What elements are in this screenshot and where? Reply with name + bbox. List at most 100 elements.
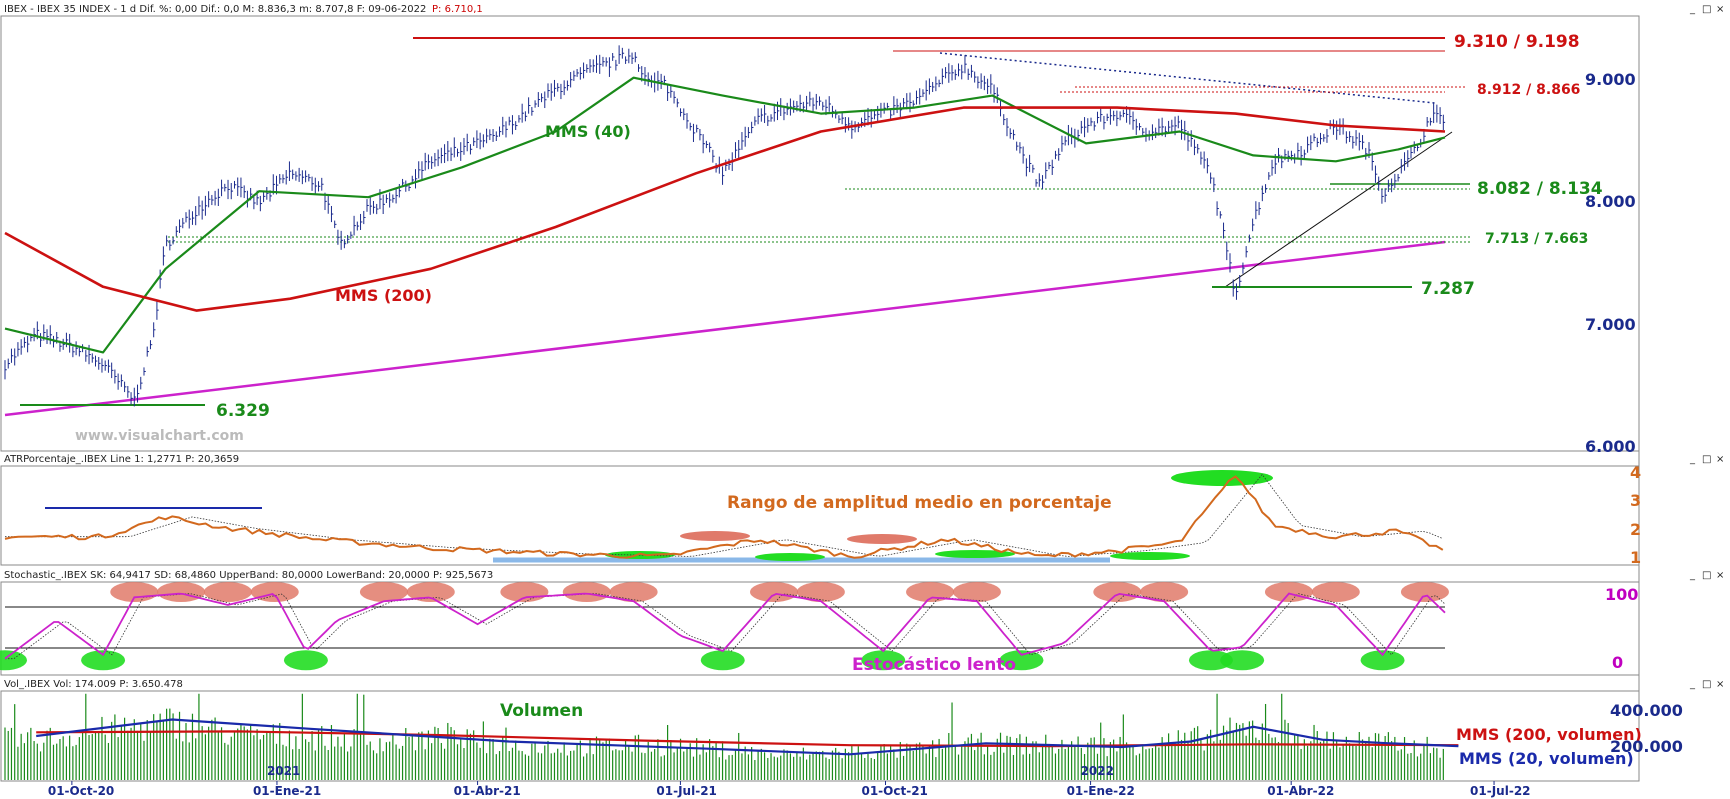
vol-ma20-label: MMS (20, volumen) (1459, 749, 1634, 768)
stoch-label: Estocástico lento (852, 655, 1016, 675)
close-icon[interactable]: × (1716, 679, 1724, 690)
window-controls-vol[interactable]: _ □ × (1689, 679, 1724, 690)
mms40-label: MMS (40) (545, 122, 631, 141)
stoch-overbought-mark (157, 581, 206, 602)
level-min-label: 7.287 (1421, 279, 1475, 299)
mms200-line (4, 106, 1446, 312)
year-label: 2021 (267, 764, 300, 778)
mms200-label: MMS (200) (335, 286, 432, 305)
stoch-panel: Estocástico lento (0, 581, 1449, 675)
stoch-panel-header: Stochastic_.IBEX SK: 64,9417 SD: 68,4860… (4, 570, 493, 581)
price-tick: 6.000 (1585, 437, 1636, 456)
atr-lines (4, 473, 1444, 559)
stoch-oversold-mark (700, 650, 745, 671)
stoch-overbought-mark (406, 581, 455, 602)
x-tick-label: 01-Ene-22 (1067, 784, 1135, 798)
stoch-oversold-mark (999, 650, 1044, 671)
window-controls-stoch[interactable]: _ □ × (1689, 570, 1724, 581)
close-icon[interactable]: × (1716, 4, 1724, 15)
stoch-overbought-mark (750, 581, 799, 602)
window-controls-price[interactable]: _ □ × (1689, 4, 1724, 15)
atr-tick: 4 (1630, 463, 1641, 482)
atr-highlight (935, 550, 1015, 558)
stoch-tick: 100 (1605, 585, 1638, 604)
maximize-icon[interactable]: □ (1702, 454, 1711, 465)
close-icon[interactable]: × (1716, 454, 1724, 465)
minimize-icon[interactable]: _ (1689, 570, 1696, 581)
atr-tick: 2 (1630, 520, 1641, 539)
minimize-icon[interactable]: _ (1689, 454, 1696, 465)
year-label: 2022 (1081, 764, 1114, 778)
vol-panel: Volumen MMS (200, volumen) MMS (20, volu… (4, 693, 1642, 780)
atr-highlight-peak (1171, 470, 1273, 486)
window-controls-atr[interactable]: _ □ × (1689, 454, 1724, 465)
x-tick-label: 01-Jul-22 (1470, 784, 1530, 798)
stoch-highlights (0, 581, 1449, 671)
stoch-overbought-mark (250, 581, 299, 602)
close-icon[interactable]: × (1716, 570, 1724, 581)
vol-bars (4, 693, 1444, 780)
minimize-icon[interactable]: _ (1689, 4, 1696, 15)
price-panel: 9.310 / 9.198 8.912 / 8.866 8.082 / 8.13… (4, 32, 1603, 444)
level-top-label: 9.310 / 9.198 (1454, 32, 1580, 52)
maximize-icon[interactable]: □ (1702, 679, 1711, 690)
x-tick-label: 01-Abr-21 (454, 784, 521, 798)
support-trendline (4, 240, 1446, 417)
maximize-icon[interactable]: □ (1702, 570, 1711, 581)
stoch-tick: 0 (1612, 653, 1623, 672)
stoch-overbought-mark (500, 581, 549, 602)
atr-signal-line (5, 473, 1443, 557)
x-tick-label: 01-Oct-20 (48, 784, 114, 798)
vol-tick: 200.000 (1610, 737, 1683, 756)
x-tick-label: 01-Ene-21 (253, 784, 321, 798)
stoch-y-axis: 100 0 (1605, 585, 1638, 672)
vol-y-axis: 400.000 200.000 (1610, 701, 1683, 756)
stoch-oversold-mark (0, 650, 27, 671)
stoch-overbought-mark (609, 581, 658, 602)
stoch-overbought-mark (1093, 581, 1142, 602)
watermark: www.visualchart.com (75, 428, 244, 444)
vol-tick: 400.000 (1610, 701, 1683, 720)
atr-highlight (755, 553, 825, 561)
stoch-overbought-mark (1140, 581, 1189, 602)
stoch-overbought-mark (1264, 581, 1313, 602)
panel-frames (0, 15, 1640, 782)
price-lines (4, 76, 1446, 354)
x-tick-label: 01-Jul-21 (656, 784, 716, 798)
x-tick-label: 01-Abr-22 (1267, 784, 1334, 798)
stoch-overbought-mark (906, 581, 955, 602)
stoch-overbought-mark (1400, 581, 1449, 602)
volume-label: Volumen (500, 701, 583, 721)
stoch-oversold-mark (81, 650, 126, 671)
stoch-overbought-mark (203, 581, 252, 602)
stoch-oversold-mark (1360, 650, 1405, 671)
atr-label: Rango de amplitud medio en porcentaje (727, 493, 1112, 513)
price-panel-header-p: P: 6.710,1 (432, 4, 483, 15)
vol-panel-header: Vol_.IBEX Vol: 174.009 P: 3.650.478 (4, 679, 183, 690)
stoch-lines (4, 592, 1446, 660)
mms40-line (4, 76, 1446, 354)
stoch-overbought-mark (1311, 581, 1360, 602)
atr-y-axis: 4 3 2 1 (1630, 463, 1641, 567)
vol-ma200-line (36, 730, 1459, 748)
level-start-label: 6.329 (216, 401, 270, 421)
stoch-line (4, 592, 1446, 660)
stoch-overbought-mark (796, 581, 845, 602)
price-tick: 8.000 (1585, 192, 1636, 211)
maximize-icon[interactable]: □ (1702, 4, 1711, 15)
atr-highlight (1110, 552, 1190, 560)
atr-panel-header: ATRPorcentaje_.IBEX Line 1: 1,2771 P: 20… (4, 454, 239, 465)
x-axis: 01-Oct-20 01-Ene-21 01-Abr-21 01-Jul-21 01-O… (48, 764, 1531, 798)
x-tick-label: 01-Oct-21 (861, 784, 927, 798)
minimize-icon[interactable]: _ (1689, 679, 1696, 690)
atr-highlight (680, 531, 750, 541)
level-mid-label: 8.082 / 8.134 (1477, 179, 1603, 199)
stoch-overbought-mark (359, 581, 408, 602)
rising-trendline (1224, 131, 1453, 288)
vol-ma20-line (36, 718, 1459, 756)
price-bars (4, 45, 1446, 407)
atr-highlight (847, 534, 917, 544)
stoch-oversold-mark (283, 650, 328, 671)
stoch-oversold-mark (1220, 650, 1265, 671)
